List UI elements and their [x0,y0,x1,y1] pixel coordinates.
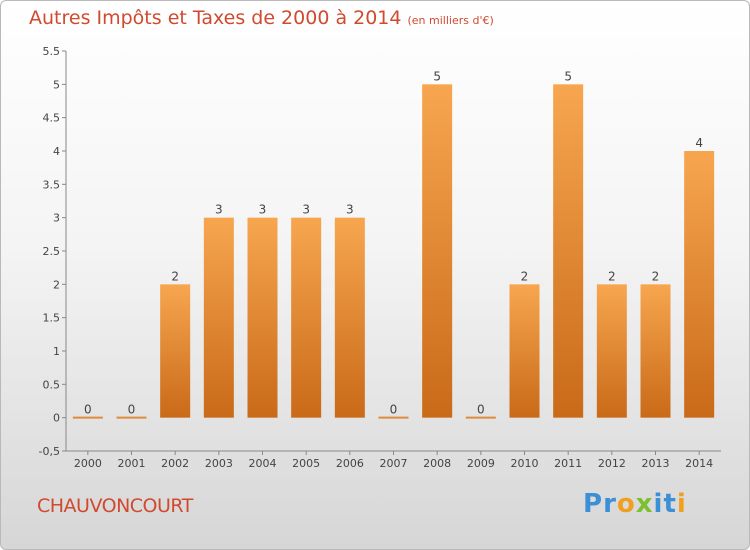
x-tick-label: 2010 [511,457,539,470]
y-tick-label: 0.5 [43,378,61,391]
proxiti-logo[interactable]: Proxiti [583,489,687,519]
x-tick-label: 2014 [685,457,713,470]
logo-letter: i [676,489,687,519]
x-tick-label: 2001 [118,457,146,470]
data-label: 0 [128,403,136,417]
bar [203,217,234,418]
y-tick-label: 2 [53,278,60,291]
x-tick-label: 2003 [205,457,233,470]
x-tick-label: 2012 [598,457,626,470]
data-label: 3 [346,203,354,217]
logo-letter: o [616,489,636,519]
y-tick-label: 4 [53,145,60,158]
y-tick-label: 0 [53,412,60,425]
x-tick-label: 2007 [380,457,408,470]
logo-letter: r [603,489,617,519]
bar [247,217,278,418]
y-tick-label: -0,5 [39,445,60,458]
data-label: 5 [564,69,572,83]
data-label: 3 [259,203,267,217]
bar [509,284,540,418]
bar [160,284,191,418]
y-tick-label: 1.5 [43,312,61,325]
x-tick-label: 2006 [336,457,364,470]
logo-letter: t [663,489,677,519]
chart-title-text: Autres Impôts et Taxes de 2000 à 2014 [29,7,402,29]
x-tick-label: 2002 [161,457,189,470]
y-tick-label: 1 [53,345,60,358]
bar [553,84,584,418]
commune-name: CHAUVONCOURT [37,495,193,517]
y-tick-label: 2.5 [43,245,61,258]
data-label: 5 [433,69,441,83]
bar [640,284,671,418]
bar [596,284,627,418]
logo-letter: x [635,489,654,519]
x-tick-label: 2008 [423,457,451,470]
x-tick-label: 2011 [554,457,582,470]
data-label: 3 [215,203,223,217]
data-label: 3 [302,203,310,217]
y-tick-label: 5.5 [43,45,61,58]
logo-letter: P [583,489,604,519]
chart-unit: (en milliers d'€) [407,14,494,27]
x-tick-label: 2004 [249,457,277,470]
y-tick-label: 3 [53,212,60,225]
data-label: 2 [521,269,529,283]
x-tick-label: 2005 [292,457,320,470]
bar [684,151,715,418]
data-label: 0 [477,403,485,417]
data-label: 0 [390,403,398,417]
x-tick-label: 2000 [74,457,102,470]
y-tick-label: 3.5 [43,178,61,191]
logo-letter: i [653,489,664,519]
y-tick-label: 5 [53,78,60,91]
bar [291,217,322,418]
data-label: 2 [171,269,179,283]
data-label: 2 [608,269,616,283]
data-label: 0 [84,403,92,417]
data-label: 2 [652,269,660,283]
y-tick-label: 4.5 [43,112,61,125]
x-tick-label: 2013 [642,457,670,470]
chart-title: Autres Impôts et Taxes de 2000 à 2014 (en… [29,7,494,29]
x-tick-label: 2009 [467,457,495,470]
data-label: 4 [695,136,703,150]
bar [334,217,365,418]
bar [422,84,453,418]
